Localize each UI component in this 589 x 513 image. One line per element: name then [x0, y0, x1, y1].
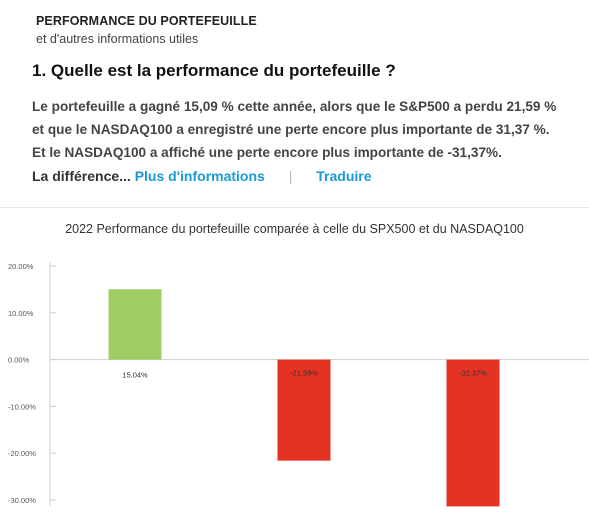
- bar: [277, 359, 331, 461]
- y-tick-label: 0.00%: [8, 356, 30, 365]
- y-tick-label: -10.00%: [8, 402, 36, 411]
- data-label: 15.04%: [122, 371, 148, 380]
- action-separator: |: [288, 168, 293, 184]
- answer-actions: La différence... Plus d'informations | T…: [32, 168, 372, 184]
- chart-title: 2022 Performance du portefeuille comparé…: [65, 222, 524, 236]
- bar: [108, 289, 162, 360]
- answer-line: Le portefeuille a gagné 15,09 % cette an…: [32, 99, 557, 114]
- y-tick-label: 20.00%: [8, 262, 34, 271]
- data-label: -21.59%: [290, 369, 318, 378]
- more-info-link[interactable]: Plus d'informations: [134, 168, 265, 184]
- answer-text: Le portefeuille a gagné 15,09 % cette an…: [32, 95, 577, 164]
- y-tick-label: 10.00%: [8, 309, 34, 318]
- answer-line: et que le NASDAQ100 a enregistré une per…: [32, 122, 550, 137]
- section-subtitle: et d'autres informations utiles: [36, 32, 199, 46]
- card-header: PERFORMANCE DU PORTEFEUILLE et d'autres …: [36, 14, 257, 46]
- translate-link[interactable]: Traduire: [316, 168, 372, 184]
- section-title: PERFORMANCE DU PORTEFEUILLE: [36, 14, 257, 28]
- difference-label: La différence...: [32, 168, 131, 184]
- performance-bar-chart: 20.00% 10.00% 0.00% -10.00% -20.00% -30.00% 15…: [8, 262, 589, 507]
- y-tick-label: -30.00%: [8, 496, 36, 505]
- data-label: -31.37%: [459, 369, 487, 378]
- question-heading: 1. Quelle est la performance du portefeu…: [32, 61, 396, 80]
- answer-line: Et le NASDAQ100 a affiché une perte enco…: [32, 145, 502, 160]
- y-tick-label: -20.00%: [8, 449, 36, 458]
- bar: [446, 359, 500, 507]
- divider: [0, 207, 589, 208]
